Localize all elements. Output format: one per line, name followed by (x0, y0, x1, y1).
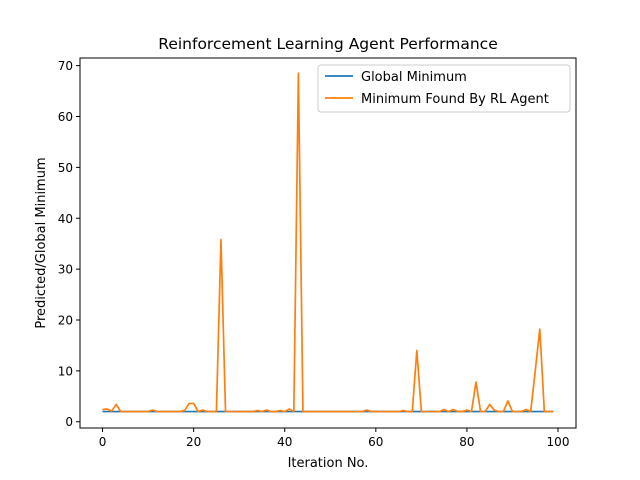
legend-box (317, 64, 571, 113)
x-tick-label: 100 (547, 435, 570, 449)
y-tick-label: 10 (58, 364, 73, 378)
y-axis: 0 10 20 30 40 50 60 70 (58, 59, 80, 429)
x-tick-label: 60 (368, 435, 383, 449)
x-tick-label: 40 (277, 435, 292, 449)
y-tick-label: 60 (58, 110, 73, 124)
plot-frame (79, 57, 577, 429)
series-layer (102, 72, 554, 413)
legend: Global Minimum Minimum Found By RL Agent (317, 64, 571, 113)
x-tick-label: 80 (459, 435, 474, 449)
x-axis: 0 20 40 60 80 100 (99, 428, 570, 449)
y-tick-label: 20 (58, 313, 73, 327)
x-tick-label: 0 (99, 435, 107, 449)
y-tick-label: 0 (65, 415, 73, 429)
y-tick-label: 70 (58, 59, 73, 73)
y-tick-label: 40 (58, 212, 73, 226)
series-line-1 (102, 72, 554, 413)
chart-title: Reinforcement Learning Agent Performance (158, 35, 497, 53)
y-tick-label: 30 (58, 263, 73, 277)
x-axis-label: Iteration No. (288, 456, 369, 471)
legend-label-rl-agent: Minimum Found By RL Agent (361, 92, 549, 107)
y-axis-label: Predicted/Global Minimum (34, 157, 49, 328)
plot-area (102, 72, 554, 413)
legend-label-global-minimum: Global Minimum (361, 70, 467, 85)
y-tick-label: 50 (58, 161, 73, 175)
x-tick-label: 20 (186, 435, 201, 449)
